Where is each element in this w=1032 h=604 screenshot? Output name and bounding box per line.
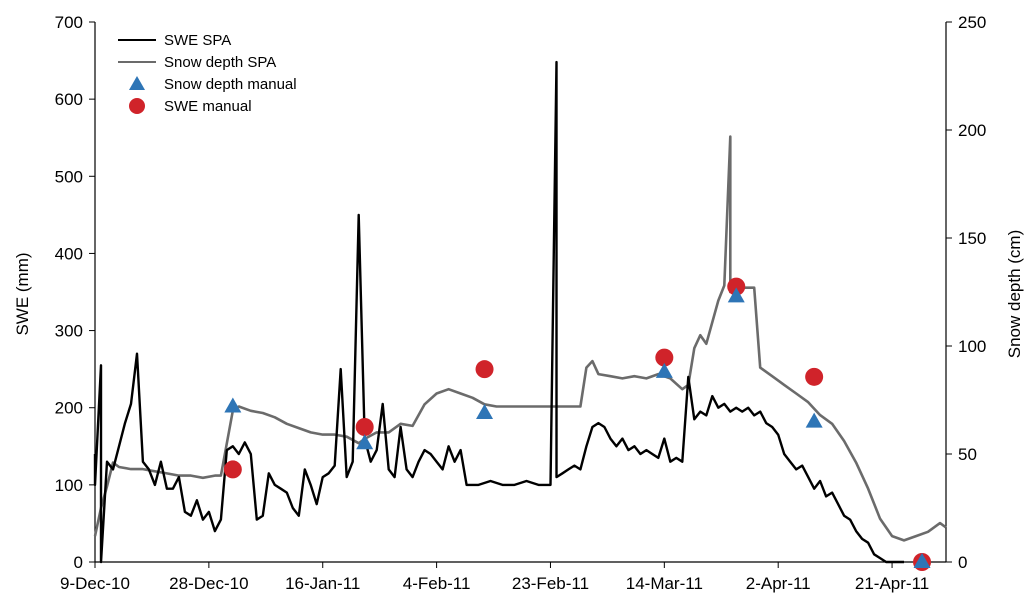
x-tick-label: 2-Apr-11 — [746, 574, 811, 593]
y-tick-label-left: 200 — [55, 399, 83, 418]
chart-axes: 0 100 200 300 400 500 600 700 0 50 100 150 200 250 9-D… — [55, 13, 987, 593]
y-tick-label-left: 700 — [55, 13, 83, 32]
swe-manual-point — [727, 277, 746, 296]
y-tick-label-left: 500 — [55, 167, 83, 186]
y-tick-label-right: 250 — [958, 13, 986, 32]
y-tick-label-left: 300 — [55, 322, 83, 341]
legend-triangle-marker — [129, 76, 145, 90]
series-line — [93, 60, 904, 564]
legend-label: SWE manual — [164, 98, 252, 115]
chart-legend: SWE SPA Snow depth SPA Snow depth manual SW… — [118, 32, 297, 115]
x-tick-label: 16-Jan-11 — [285, 574, 360, 593]
swe-manual-point — [805, 367, 824, 386]
snow-depth-manual-point — [727, 287, 745, 303]
snow-depth-manual-point — [655, 362, 673, 378]
legend-circle-marker — [129, 98, 145, 114]
y-tick-label-right: 150 — [958, 229, 986, 248]
swe-manual-point — [655, 348, 674, 367]
x-tick-label: 21-Apr-11 — [855, 574, 929, 593]
x-tick-label: 23-Feb-11 — [512, 574, 589, 593]
series-line — [93, 135, 947, 542]
y-tick-label-right: 50 — [958, 445, 977, 464]
snow-depth-manual-point — [476, 403, 494, 419]
y-tick-label-left: 100 — [55, 476, 83, 495]
legend-label: SWE SPA — [164, 32, 231, 49]
swe-manual-point — [475, 360, 494, 379]
x-tick-label: 28-Dec-10 — [169, 574, 248, 593]
legend-label: Snow depth manual — [164, 76, 297, 93]
snow-depth-manual-point — [356, 434, 374, 450]
y-tick-label-left: 400 — [55, 244, 83, 263]
y-tick-label-right: 100 — [958, 337, 986, 356]
x-tick-label: 9-Dec-10 — [60, 574, 130, 593]
snow-depth-manual-point — [224, 397, 242, 413]
swe-manual-point — [355, 418, 374, 436]
chart-series — [93, 60, 947, 571]
snow-depth-manual-point — [805, 412, 823, 428]
legend-label: Snow depth SPA — [164, 54, 276, 71]
snow-depth-manual-point — [913, 553, 931, 568]
x-tick-label: 14-Mar-11 — [626, 574, 703, 593]
y-tick-label-left: 0 — [74, 553, 83, 572]
y-axis-title-left: SWE (mm) — [13, 252, 32, 335]
x-tick-label: 4-Feb-11 — [403, 574, 471, 593]
y-axis-title-right: Snow depth (cm) — [1005, 230, 1024, 359]
y-tick-label-right: 200 — [958, 121, 986, 140]
swe-manual-point — [223, 460, 242, 479]
y-tick-label-left: 600 — [55, 90, 83, 109]
y-tick-label-right: 0 — [958, 553, 967, 572]
